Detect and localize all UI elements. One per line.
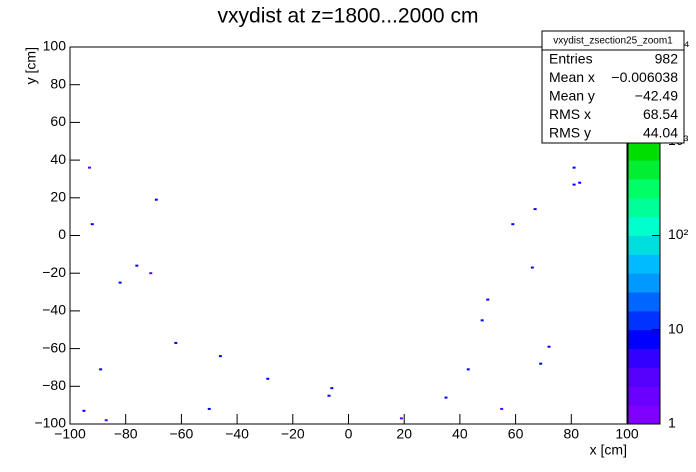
y-tick-label: −80 [42, 377, 66, 393]
y-tick-label: 80 [50, 75, 66, 91]
bin [511, 223, 515, 226]
bin [104, 419, 108, 422]
bin [118, 281, 122, 284]
x-tick-label: −100 [54, 426, 86, 442]
colorbar-segment [628, 197, 660, 218]
stats-value: −42.49 [635, 88, 678, 104]
bin [530, 266, 534, 269]
y-tick-label: −40 [42, 302, 66, 318]
colorbar-segment [628, 141, 660, 161]
y-tick-label: 20 [50, 189, 66, 205]
stats-label: Mean x [549, 69, 595, 85]
colorbar-segment [628, 235, 660, 255]
bin [578, 181, 582, 184]
bin [486, 298, 490, 301]
z-tick-label: 1 [668, 415, 676, 431]
bin [466, 368, 470, 371]
x-tick-label: 100 [615, 426, 639, 442]
plot-frame [69, 46, 628, 425]
stats-title: vxydist_zsection25_zoom1 [553, 36, 673, 47]
y-tick-label: −20 [42, 264, 66, 280]
colorbar-segment [628, 254, 660, 274]
bin [399, 417, 403, 420]
chart-title: vxydist at z=1800...2000 cm [218, 5, 479, 28]
bin [87, 166, 91, 169]
stats-label: RMS x [549, 106, 591, 122]
x-tick-label: 60 [508, 426, 524, 442]
bin [174, 341, 178, 344]
colorbar-segment [628, 273, 660, 293]
bin [533, 208, 537, 211]
x-tick-label: 80 [564, 426, 580, 442]
x-tick-label: 20 [396, 426, 412, 442]
bin [90, 223, 94, 226]
stats-value: 68.54 [643, 106, 678, 122]
stats-label: Entries [549, 51, 593, 67]
bin [327, 394, 331, 397]
bin [444, 396, 448, 399]
bin [480, 319, 484, 322]
stats-value: 982 [655, 51, 679, 67]
stats-label: Mean y [549, 88, 595, 104]
bin [135, 264, 139, 267]
bin [82, 409, 86, 412]
x-tick-label: −20 [281, 426, 305, 442]
y-tick-label: 0 [58, 226, 66, 242]
x-tick-label: −60 [170, 426, 194, 442]
bin [572, 166, 576, 169]
y-axis-label: y [cm] [23, 47, 39, 84]
bin [572, 183, 576, 186]
colorbar-segment [628, 405, 660, 425]
colorbar-segment [628, 329, 660, 350]
y-tick-label: 100 [43, 38, 67, 54]
colorbar-segment [628, 386, 660, 406]
y-tick-label: 40 [50, 151, 66, 167]
colorbar-segment [628, 160, 660, 180]
colorbar-segment [628, 367, 660, 387]
bin [547, 345, 551, 348]
colorbar-segment [628, 310, 660, 331]
colorbar-segment [628, 178, 660, 199]
stats-value: −0.006038 [611, 69, 678, 85]
colorbar-segment [628, 292, 660, 312]
stats-value: 44.04 [643, 125, 678, 141]
x-tick-label: −40 [225, 426, 249, 442]
stats-label: RMS y [549, 125, 591, 141]
z-tick-label: 10 [668, 320, 684, 336]
x-axis-label: x [cm] [590, 442, 627, 458]
z-tick-label: 10² [668, 226, 689, 242]
bin [539, 362, 543, 365]
colorbar-segment [628, 348, 660, 368]
colorbar-segment [628, 216, 660, 236]
bin [99, 368, 103, 371]
x-tick-label: −80 [114, 426, 138, 442]
bin [218, 355, 222, 358]
y-tick-label: 60 [50, 113, 66, 129]
bin [500, 407, 504, 410]
y-tick-label: −60 [42, 339, 66, 355]
bin [149, 272, 153, 275]
y-tick-label: −100 [34, 415, 66, 431]
bin [330, 387, 334, 390]
x-tick-label: 0 [345, 426, 353, 442]
bin [266, 377, 270, 380]
x-tick-label: 40 [452, 426, 468, 442]
bin [207, 407, 211, 410]
bin [154, 198, 158, 201]
